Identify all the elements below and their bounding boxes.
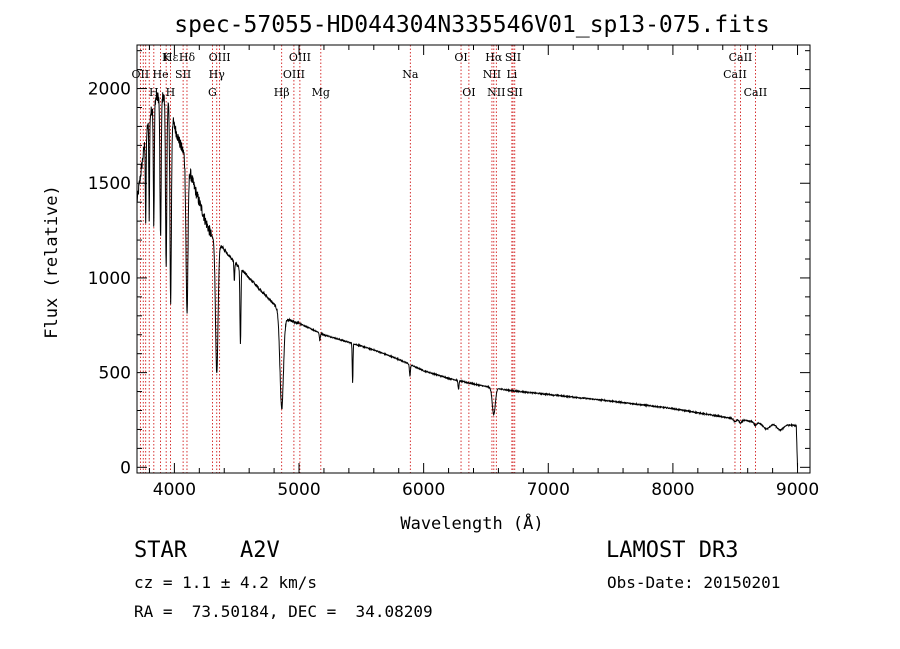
y-tick-label: 2000 — [88, 80, 131, 100]
line-marker-label: Hβ — [274, 86, 290, 99]
line-markers — [139, 45, 756, 473]
x-tick-label: 5000 — [277, 480, 320, 500]
coordinates: RA = 73.50184, DEC = 34.08209 — [134, 602, 433, 621]
x-axis-label: Wavelength (Å) — [400, 512, 543, 534]
line-marker-label: Hγ — [209, 68, 226, 81]
line-marker-label: OI — [462, 86, 475, 99]
y-tick-label: 500 — [99, 364, 131, 384]
line-marker-label: OIII — [209, 51, 231, 64]
y-tick-label: 1500 — [88, 174, 131, 194]
line-marker-label: G — [208, 86, 217, 99]
line-marker-label: NII — [487, 86, 505, 99]
x-tick-label: 7000 — [527, 480, 570, 500]
line-marker-label: H — [149, 86, 159, 99]
line-marker-label: CaII — [729, 51, 753, 64]
y-axis-label: Flux (relative) — [42, 185, 62, 339]
line-marker-label: H — [166, 86, 176, 99]
x-tick-label: 6000 — [402, 480, 445, 500]
line-marker-label: Mg — [312, 86, 330, 99]
line-marker-label: OIII — [283, 68, 305, 81]
line-marker-label: SII — [505, 51, 521, 64]
spectral-subclass: A2V — [240, 538, 280, 563]
line-marker-label: SII — [175, 68, 191, 81]
y-tick-label: 1000 — [88, 269, 131, 289]
line-marker-label: Hα — [485, 51, 503, 64]
line-marker-label: He — [153, 68, 169, 81]
redshift-value: cz = 1.1 ± 4.2 km/s — [134, 573, 318, 592]
line-marker-label: Na — [402, 68, 419, 81]
x-tick-label: 9000 — [776, 480, 819, 500]
survey-name: LAMOST DR3 — [606, 538, 739, 563]
y-tick-label: 0 — [120, 458, 131, 478]
object-class: STAR — [134, 538, 187, 563]
obs-date: Obs-Date: 20150201 — [607, 573, 781, 592]
chart-title: spec-57055-HD044304N335546V01_sp13-075.f… — [174, 12, 769, 38]
line-marker-label: OIII — [289, 51, 311, 64]
plot-frame — [136, 44, 811, 474]
spectrum-line — [136, 92, 798, 468]
x-axis: 4000 5000 6000 7000 8000 9000 — [148, 45, 819, 500]
line-marker-label: SII — [507, 86, 523, 99]
y-axis: 0 500 1000 1500 2000 — [88, 50, 810, 478]
line-marker-label: K — [162, 51, 171, 64]
x-tick-label: 4000 — [153, 480, 196, 500]
line-marker-label: Hδ — [179, 51, 196, 64]
line-marker-label: OII — [132, 68, 150, 81]
line-marker-label: OI — [454, 51, 467, 64]
line-marker-label: NII — [483, 68, 501, 81]
x-tick-label: 8000 — [651, 480, 694, 500]
line-marker-label: CaII — [744, 86, 768, 99]
line-marker-label: Li — [506, 68, 517, 81]
line-marker-label: CaII — [723, 68, 747, 81]
